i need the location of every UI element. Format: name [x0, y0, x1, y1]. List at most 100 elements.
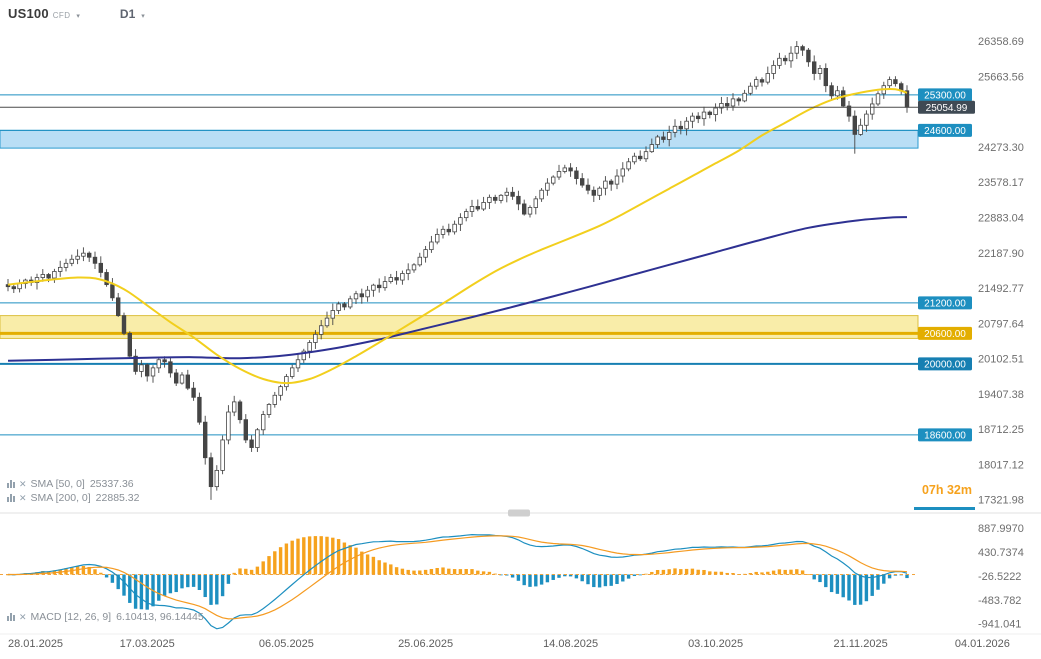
macd-bar: [725, 572, 729, 575]
macd-bar: [789, 569, 793, 575]
candle-up: [353, 293, 359, 300]
candle-up: [672, 125, 678, 133]
sma200-line[interactable]: [7, 216, 908, 362]
price-level-badge-label: 25300.00: [924, 90, 966, 101]
macd-bar: [406, 569, 410, 575]
macd-bar: [139, 574, 144, 610]
candle-up: [330, 310, 335, 319]
macd-bar: [313, 536, 318, 575]
macd-bar: [650, 571, 654, 575]
macd-bar: [835, 574, 840, 594]
macd-bar: [539, 574, 544, 585]
macd-bar: [690, 568, 695, 575]
price-zone[interactable]: [0, 315, 919, 339]
candle-down: [893, 79, 898, 85]
macd-bar: [777, 569, 782, 575]
candle-up: [52, 271, 57, 279]
pane-resize-handle[interactable]: [508, 509, 530, 517]
price-axis-label: 19407.38: [978, 389, 1024, 401]
price-zone[interactable]: [0, 129, 919, 149]
macd-signal-line[interactable]: [8, 535, 908, 620]
macd-bar: [110, 574, 115, 583]
candle-down: [342, 303, 347, 308]
macd-bar: [261, 561, 265, 575]
macd-bar: [534, 574, 538, 587]
candle-up: [289, 367, 295, 377]
time-axis-label: 25.06.2025: [398, 638, 453, 650]
indicator-value: 22885.32: [95, 492, 140, 504]
candle-up: [318, 325, 324, 335]
candle-down: [202, 421, 208, 459]
candle-up: [40, 274, 45, 278]
candle-down: [806, 49, 811, 63]
macd-line[interactable]: [7, 533, 908, 630]
candle-down: [638, 155, 643, 160]
macd-bar: [458, 569, 463, 575]
price-axis-label: 20797.64: [978, 318, 1024, 330]
macd-bar: [661, 569, 666, 575]
time-axis-label: 21.11.2025: [833, 638, 887, 650]
timeframe-selector[interactable]: D1 ▾: [80, 7, 145, 21]
macd-bar: [168, 574, 173, 594]
macd-bar: [621, 574, 625, 582]
instrument-selector[interactable]: US100 CFD ▾: [8, 6, 80, 21]
price-level-badge: [918, 357, 972, 371]
macd-bar: [684, 568, 689, 575]
candle-up: [371, 284, 376, 291]
indicator-close-icon[interactable]: ✕: [19, 492, 27, 503]
macd-bar: [412, 570, 416, 575]
price-axis-label: 21492.77: [978, 283, 1024, 295]
candle-down: [707, 111, 712, 116]
candle-down: [783, 57, 788, 62]
macd-bar: [470, 569, 474, 575]
price-axis-label: 23578.17: [978, 177, 1024, 189]
macd-bar: [644, 573, 648, 575]
macd-axis[interactable]: 887.9970 430.7374 -26.5222 -483.782 -941.041: [978, 523, 1024, 631]
macd-bar: [783, 569, 787, 575]
candle-down: [116, 297, 121, 316]
macd-bar: [255, 566, 260, 575]
indicator-settings-icon[interactable]: [6, 479, 16, 489]
candle-down: [208, 457, 214, 488]
macd-bar: [365, 554, 370, 575]
macd-axis-label: -26.5222: [978, 571, 1021, 583]
macd-bar: [360, 551, 364, 575]
candle-up: [75, 255, 80, 260]
sma50-line[interactable]: [7, 87, 908, 385]
indicator-legend: ✕ SMA [50, 0] 25337.36 ✕ SMA [200, 0] 22…: [6, 477, 139, 505]
macd-bar: [673, 568, 677, 575]
candle-up: [794, 46, 799, 54]
time-axis[interactable]: 28.01.2025 17.03.2025 06.05.2025 25.06.2025…: [8, 638, 1010, 650]
indicator-settings-icon[interactable]: [6, 493, 16, 503]
macd-bar: [771, 570, 776, 575]
candle-down: [121, 315, 127, 334]
candle-up: [260, 414, 266, 431]
macd-bar: [423, 569, 428, 575]
candle-down: [510, 191, 515, 197]
macd-bar: [731, 573, 735, 575]
indicator-close-icon[interactable]: ✕: [19, 611, 27, 622]
macd-bar: [400, 568, 405, 575]
time-axis-label: 03.10.2025: [688, 638, 743, 650]
candle-down: [168, 361, 173, 374]
candle-up: [156, 359, 161, 369]
macd-bar: [586, 574, 590, 585]
macd-bar: [626, 574, 631, 579]
candle-down: [376, 284, 382, 289]
macd-bar: [655, 569, 660, 575]
macd-bar: [226, 574, 231, 584]
indicator-value: 25337.36: [89, 478, 134, 490]
price-axis[interactable]: 26358.69 25663.56 24273.30 23578.17 22883.04…: [978, 36, 1024, 507]
indicator-settings-icon[interactable]: [6, 612, 16, 622]
indicator-close-icon[interactable]: ✕: [19, 478, 27, 489]
macd-bar: [487, 571, 492, 575]
macd-bar: [708, 571, 712, 575]
macd-bar: [609, 574, 613, 586]
candle-up: [440, 228, 446, 235]
candle-down: [522, 203, 527, 215]
macd-bar: [766, 571, 770, 575]
macd-bar: [383, 562, 387, 575]
candle-down: [725, 103, 730, 107]
macd-bar: [116, 574, 120, 590]
